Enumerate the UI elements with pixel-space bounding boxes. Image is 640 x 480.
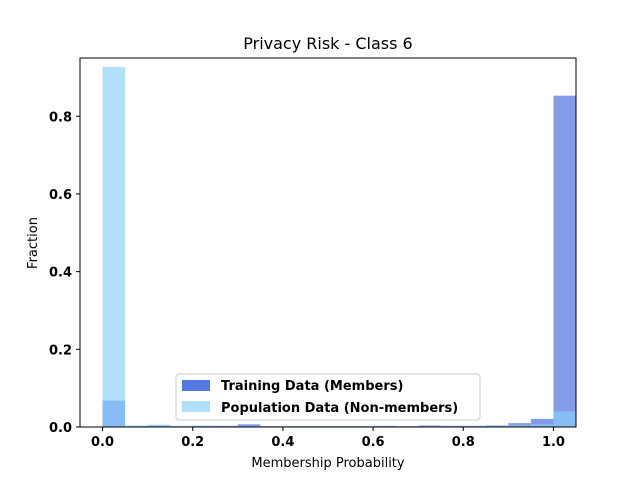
bar-population-19: [530, 424, 554, 427]
x-tick-label-0: 0.0: [91, 435, 114, 450]
bar-training-6: [237, 424, 261, 427]
x-tick-label-1: 0.2: [181, 435, 204, 450]
bar-population-20: [553, 411, 576, 427]
bar-population-1: [125, 425, 148, 427]
bar-training-18: [508, 423, 531, 427]
legend-swatch-population: [182, 401, 210, 412]
x-tick-label-3: 0.6: [362, 435, 385, 450]
chart-title: Privacy Risk - Class 6: [243, 34, 412, 53]
x-tick-label-5: 1.0: [542, 435, 565, 450]
legend-label-population: Population Data (Non-members): [221, 401, 458, 416]
y-tick-label-3: 0.6: [49, 188, 72, 203]
legend-frame: [175, 373, 481, 421]
x-axis-label: Membership Probability: [251, 456, 405, 471]
y-tick-label-0: 0.0: [49, 421, 72, 436]
legend: Training Data (Members) Population Data …: [175, 373, 481, 421]
bar-population-0: [102, 66, 126, 428]
bar-population-2: [147, 424, 171, 427]
y-axis-ticks: 0.0 0.2 0.4 0.6 0.8: [49, 110, 80, 436]
bar-population-3: [170, 425, 193, 427]
y-tick-label-1: 0.2: [49, 343, 72, 358]
bar-population-17: [485, 425, 509, 427]
plot-area-frame: [79, 57, 577, 428]
y-axis-label: Fraction: [26, 217, 41, 269]
legend-label-training: Training Data (Members): [221, 379, 403, 394]
y-tick-label-4: 0.8: [49, 110, 72, 125]
bar-training-19: [530, 418, 554, 427]
x-tick-label-4: 0.8: [452, 435, 475, 450]
bar-training-20: [553, 95, 576, 428]
x-tick-label-2: 0.4: [271, 435, 294, 450]
legend-swatch-training: [182, 380, 210, 391]
bars-layer: [102, 66, 576, 428]
y-tick-label-2: 0.4: [49, 266, 72, 281]
bar-population-18: [508, 425, 531, 427]
bar-population-4: [192, 425, 216, 427]
x-axis-ticks: 0.0 0.2 0.4 0.6 0.8 1.0: [91, 427, 565, 450]
